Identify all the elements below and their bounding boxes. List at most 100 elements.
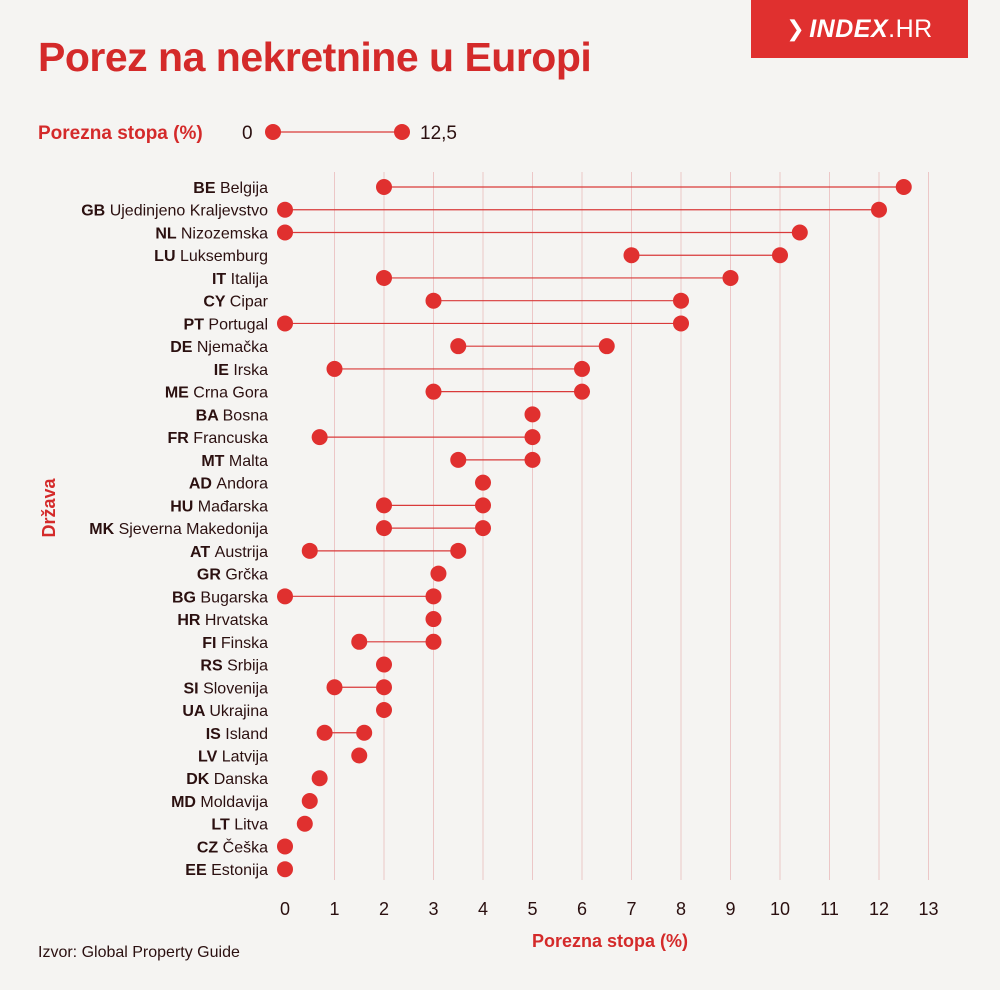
country-label: MT Malta: [201, 453, 268, 470]
country-label: UA Ukrajina: [182, 703, 268, 720]
x-tick-label: 6: [577, 899, 587, 919]
country-label: AD Andora: [189, 476, 268, 493]
country-name: Ukrajina: [209, 703, 268, 720]
logo-tld: .HR: [888, 14, 933, 43]
country-code: AD: [189, 476, 217, 493]
country-code: SI: [184, 680, 204, 697]
min-dot: [524, 406, 541, 423]
country-label: CY Cipar: [203, 294, 268, 311]
country-label: MK Sjeverna Makedonija: [89, 521, 268, 538]
country-label: LT Litva: [211, 817, 268, 834]
x-tick-label: 12: [869, 899, 889, 919]
min-dot: [351, 747, 368, 764]
country-code: AT: [190, 544, 215, 561]
country-code: IE: [214, 362, 234, 379]
x-axis-title: Porezna stopa (%): [532, 931, 688, 951]
min-dot: [425, 383, 442, 400]
country-code: BG: [172, 589, 200, 606]
country-label: BG Bugarska: [172, 589, 268, 606]
logo-brand: INDEX: [809, 14, 889, 43]
chart-row-dk: DK Danska: [186, 770, 328, 788]
min-dot: [311, 770, 328, 787]
country-label: LU Luksemburg: [154, 248, 268, 265]
country-label: IS Island: [206, 726, 268, 743]
min-dot: [351, 633, 368, 650]
country-code: EE: [185, 862, 211, 879]
max-dot: [450, 542, 467, 559]
min-dot: [301, 792, 318, 809]
min-dot: [277, 201, 293, 218]
max-dot: [524, 451, 541, 468]
chart-row-ad: AD Andora: [189, 474, 491, 493]
country-name: Sjeverna Makedonija: [119, 521, 269, 538]
chart-row-cz: CZ Češka: [197, 837, 293, 856]
country-label: PT Portugal: [184, 316, 268, 333]
max-dot: [574, 383, 590, 400]
country-name: Bugarska: [200, 589, 268, 606]
x-tick-label: 10: [770, 899, 790, 919]
country-label: NL Nizozemska: [155, 225, 268, 242]
y-axis-title: Država: [39, 477, 59, 537]
country-name: Francuska: [193, 430, 268, 447]
country-label: AT Austrija: [190, 544, 268, 561]
chart-row-de: DE Njemačka: [170, 338, 615, 356]
country-name: Andora: [216, 476, 268, 493]
country-code: BE: [193, 180, 220, 197]
country-label: DE Njemačka: [170, 339, 268, 356]
country-name: Malta: [229, 453, 268, 470]
country-code: GB: [81, 203, 109, 220]
chart-row-si: SI Slovenija: [184, 679, 392, 697]
country-name: Grčka: [225, 567, 268, 584]
max-dot: [425, 633, 442, 650]
country-name: Latvija: [222, 749, 268, 766]
min-dot: [376, 520, 392, 537]
min-dot: [376, 179, 392, 195]
chart-row-be: BE Belgija: [193, 179, 912, 197]
country-label: RS Srbija: [200, 658, 268, 675]
legend-label: Porezna stopa (%): [38, 123, 203, 144]
chart-row-gb: GB Ujedinjeno Kraljevstvo: [81, 201, 887, 220]
country-name: Srbija: [227, 658, 268, 675]
min-dot: [425, 611, 442, 628]
country-label: FR Francuska: [168, 430, 269, 447]
country-code: GR: [197, 567, 225, 584]
min-dot: [623, 247, 640, 264]
country-name: Finska: [221, 635, 268, 652]
country-code: CY: [203, 294, 229, 311]
country-name: Island: [225, 726, 268, 743]
country-code: FI: [202, 635, 221, 652]
max-dot: [425, 588, 442, 605]
max-dot: [524, 429, 541, 446]
min-dot: [376, 269, 392, 286]
max-dot: [871, 201, 887, 218]
country-name: Slovenija: [203, 680, 268, 697]
chart-row-nl: NL Nizozemska: [155, 224, 808, 242]
max-dot: [722, 269, 739, 286]
country-code: RS: [200, 658, 227, 675]
country-code: IT: [212, 271, 231, 288]
max-dot: [574, 360, 590, 377]
min-dot: [277, 861, 293, 878]
chart-row-lt: LT Litva: [211, 815, 313, 834]
min-dot: [430, 565, 447, 582]
x-tick-label: 3: [428, 899, 438, 919]
min-dot: [425, 292, 442, 309]
page-title: Porez na nekretnine u Europi: [38, 34, 592, 80]
chart-row-lv: LV Latvija: [198, 747, 368, 766]
country-name: Češka: [223, 837, 268, 856]
country-name: Italija: [231, 271, 268, 288]
x-tick-label: 8: [676, 899, 686, 919]
country-code: LU: [154, 248, 180, 265]
country-label: BA Bosna: [196, 407, 268, 424]
country-label: LV Latvija: [198, 749, 268, 766]
x-tick-label: 11: [820, 899, 839, 919]
country-name: Irska: [233, 362, 268, 379]
max-dot: [598, 338, 615, 355]
chart-row-cy: CY Cipar: [203, 292, 689, 311]
country-code: FR: [168, 430, 194, 447]
country-code: LT: [211, 817, 234, 834]
chart-row-mt: MT Malta: [201, 451, 541, 470]
min-dot: [376, 497, 392, 514]
index-hr-logo[interactable]: ❯ INDEX .HR: [751, 0, 968, 58]
country-label: GB Ujedinjeno Kraljevstvo: [81, 203, 268, 220]
